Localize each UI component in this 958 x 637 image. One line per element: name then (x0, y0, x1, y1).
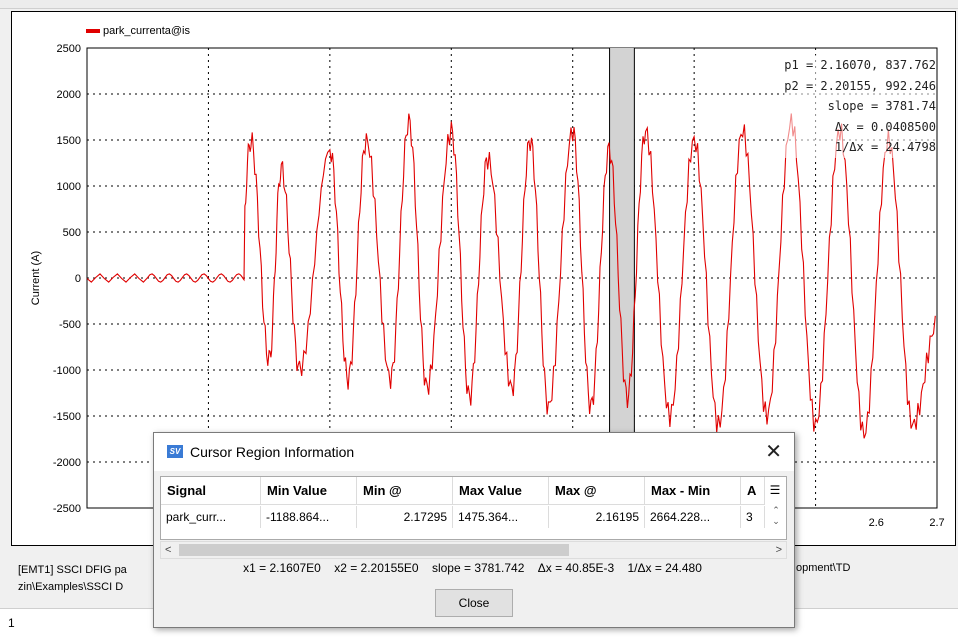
legend-label: park_currenta@is (103, 25, 190, 37)
close-button[interactable]: Close (435, 589, 513, 617)
column-chooser-icon[interactable]: ☰ (769, 483, 781, 497)
col-max-minus-min[interactable]: Max - Min (645, 477, 741, 505)
status-x1: x1 = 2.1607E0 (243, 561, 321, 575)
readout-inv-dx: 1/Δx = 24.4798 (834, 140, 936, 154)
col-a[interactable]: A (741, 477, 765, 505)
status-slope: slope = 3781.742 (431, 561, 525, 575)
col-max-value[interactable]: Max Value (453, 477, 549, 505)
col-min-value[interactable]: Min Value (261, 477, 357, 505)
region-table: Signal Min Value Min @ Max Value Max @ M… (160, 476, 787, 540)
scroll-left-icon[interactable]: < (165, 544, 172, 556)
y-tick-label: -1500 (53, 411, 81, 423)
readout-slope: slope = 3781.74 (827, 99, 936, 113)
table-row-max-minus-min[interactable]: 2664.228... (645, 506, 741, 528)
x-tick-label: 2.6 (869, 517, 884, 529)
table-row-max-at[interactable]: 2.16195 (549, 506, 645, 528)
info-line-1-right: opment\TD (796, 562, 851, 574)
col-signal[interactable]: Signal (161, 477, 261, 505)
status-dx: Δx = 40.85E-3 (537, 561, 615, 575)
series-park-currenta (86, 113, 936, 439)
table-row-min-value[interactable]: -1188.864... (261, 506, 357, 528)
y-tick-label: 1000 (57, 181, 81, 193)
y-tick-label: 1500 (57, 135, 81, 147)
horizontal-scrollbar[interactable]: < > (160, 541, 787, 559)
y-tick-label: -1000 (53, 365, 81, 377)
scrollbar-thumb[interactable] (179, 544, 569, 556)
status-inv-dx: 1/Δx = 24.480 (627, 561, 702, 575)
info-line-1: [EMT1] SSCI DFIG pa (18, 564, 127, 576)
dialog-titlebar[interactable]: SV Cursor Region Information ✕ (154, 433, 794, 471)
dialog-title: Cursor Region Information (190, 444, 355, 460)
y-tick-label: 500 (63, 227, 81, 239)
readout-dx: Δx = 0.0408500 (834, 119, 936, 134)
y-tick-label: -2000 (53, 457, 81, 469)
table-row-min-at[interactable]: 2.17295 (357, 506, 453, 528)
readout-p1: p1 = 2.16070, 837.762 (784, 58, 936, 72)
cursor-readout: p1 = 2.16070, 837.762 p2 = 2.20155, 992.… (784, 55, 936, 158)
y-axis-label: Current (A) (30, 251, 42, 305)
dialog-status-bar: x1 = 2.1607E0 x2 = 2.20155E0 slope = 378… (160, 559, 785, 577)
cursor-region-dialog: SV Cursor Region Information ✕ Signal Mi… (153, 432, 795, 628)
y-tick-label: 2000 (57, 89, 81, 101)
info-line-2: zin\Examples\SSCI D (18, 581, 124, 593)
y-tick-label: -500 (59, 319, 81, 331)
status-x2: x2 = 2.20155E0 (334, 561, 419, 575)
y-tick-label: -2500 (53, 503, 81, 515)
x-tick-label: 2.7 (929, 517, 944, 529)
top-strip (0, 0, 958, 9)
info-text: [EMT1] SSCI DFIG pa zin\Examples\SSCI D (18, 562, 127, 596)
table-row-max-value[interactable]: 1475.364... (453, 506, 549, 528)
y-tick-label: 0 (75, 273, 81, 285)
close-icon[interactable]: ✕ (765, 441, 782, 463)
table-row-signal[interactable]: park_curr... (161, 506, 261, 528)
chart-legend: park_currenta@is (86, 25, 190, 37)
sv-app-icon: SV (167, 445, 183, 458)
line-chart[interactable]: 2500 2000 1500 1000 500 0 -500 -1000 -1500 -2000 -… (0, 0, 958, 560)
tab-1[interactable]: 1 (8, 616, 15, 630)
col-min-at[interactable]: Min @ (357, 477, 453, 505)
vertical-scroll-arrows[interactable]: ⌃ ⌄ (772, 505, 780, 526)
col-max-at[interactable]: Max @ (549, 477, 645, 505)
readout-p2: p2 = 2.20155, 992.246 (784, 78, 936, 93)
scroll-right-icon[interactable]: > (775, 544, 782, 556)
table-row-a[interactable]: 3 (741, 506, 765, 528)
cursor-region (609, 48, 635, 508)
legend-swatch (86, 29, 100, 34)
y-tick-label: 2500 (57, 43, 81, 55)
